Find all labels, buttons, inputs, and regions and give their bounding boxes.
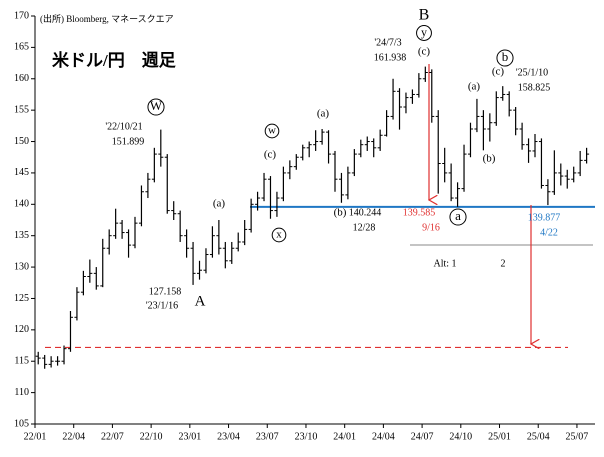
- annotation-circle: [496, 49, 514, 67]
- annotation-circle: [416, 25, 432, 41]
- x-tick-label: 22/04: [62, 431, 85, 442]
- annotation: (b): [483, 153, 496, 165]
- y-tick-label: 150: [14, 136, 29, 147]
- x-tick-label: 22/01: [24, 431, 47, 442]
- x-tick-label: 23/01: [178, 431, 201, 442]
- annotation: '22/10/21: [105, 121, 142, 132]
- annotation-circle: [264, 123, 280, 139]
- annotation: w: [268, 125, 276, 137]
- annotation: (c): [264, 149, 277, 161]
- y-tick-label: 155: [14, 104, 29, 115]
- annotation: b: [502, 49, 509, 64]
- annotation: 米ドル/円 週足: [52, 50, 176, 70]
- annotation: '25/1/10: [516, 67, 548, 78]
- x-tick-label: 22/07: [101, 431, 124, 442]
- annotation: 161.938: [374, 52, 407, 63]
- annotation-circle: [147, 98, 165, 116]
- y-tick-label: 130: [14, 261, 29, 272]
- annotation: 9/16: [422, 222, 440, 233]
- x-tick-label: 24/01: [333, 431, 356, 442]
- y-tick-label: 110: [14, 387, 29, 398]
- annotation: (出所) Bloomberg, マネースクエア: [40, 13, 174, 24]
- y-tick-label: 120: [14, 324, 29, 335]
- x-tick-label: 22/10: [140, 431, 163, 442]
- x-tick-label: 23/07: [256, 431, 279, 442]
- annotation: 4/22: [540, 227, 558, 238]
- annotation: 139.877: [528, 212, 561, 223]
- annotation: (c): [418, 46, 431, 58]
- annotation: (b): [334, 207, 347, 219]
- y-tick-label: 115: [14, 356, 29, 367]
- annotation: (c): [492, 66, 505, 78]
- annotation: '24/7/3: [374, 37, 401, 48]
- annotation: (a): [213, 198, 226, 210]
- y-tick-label: 125: [14, 293, 29, 304]
- y-tick-label: 170: [14, 10, 29, 21]
- annotation: '23/1/16: [146, 300, 178, 311]
- x-tick-label: 25/01: [488, 431, 511, 442]
- annotation: 140.244: [349, 207, 382, 218]
- annotation: 12/28: [353, 222, 376, 233]
- y-tick-label: 105: [14, 418, 29, 429]
- annotation: (a): [468, 81, 481, 93]
- annotation: y: [421, 25, 427, 39]
- x-tick-label: 25/04: [527, 431, 550, 442]
- annotation: x: [276, 229, 282, 241]
- annotation: 158.825: [518, 82, 551, 93]
- y-tick-label: 160: [14, 73, 29, 84]
- annotation: 127.158: [149, 286, 182, 297]
- annotation: W: [150, 98, 163, 113]
- annotation: (a): [317, 108, 330, 120]
- x-tick-label: 24/07: [411, 431, 434, 442]
- annotation-circle: [449, 208, 467, 226]
- x-tick-label: 23/04: [217, 431, 240, 442]
- annotation: 151.899: [112, 136, 145, 147]
- x-tick-label: 24/10: [449, 431, 472, 442]
- x-tick-label: 25/07: [566, 431, 589, 442]
- annotation: A: [195, 293, 206, 309]
- y-tick-label: 145: [14, 167, 29, 178]
- y-tick-label: 165: [14, 42, 29, 53]
- x-tick-label: 23/10: [295, 431, 318, 442]
- y-tick-label: 140: [14, 199, 29, 210]
- annotation: a: [455, 208, 461, 223]
- annotation: 139.585: [403, 207, 436, 218]
- annotation-circle: [271, 227, 287, 243]
- annotation: 2: [501, 258, 506, 269]
- y-tick-label: 135: [14, 230, 29, 241]
- annotation: Alt: 1: [433, 258, 456, 269]
- annotation: B: [419, 7, 430, 24]
- x-tick-label: 24/04: [372, 431, 395, 442]
